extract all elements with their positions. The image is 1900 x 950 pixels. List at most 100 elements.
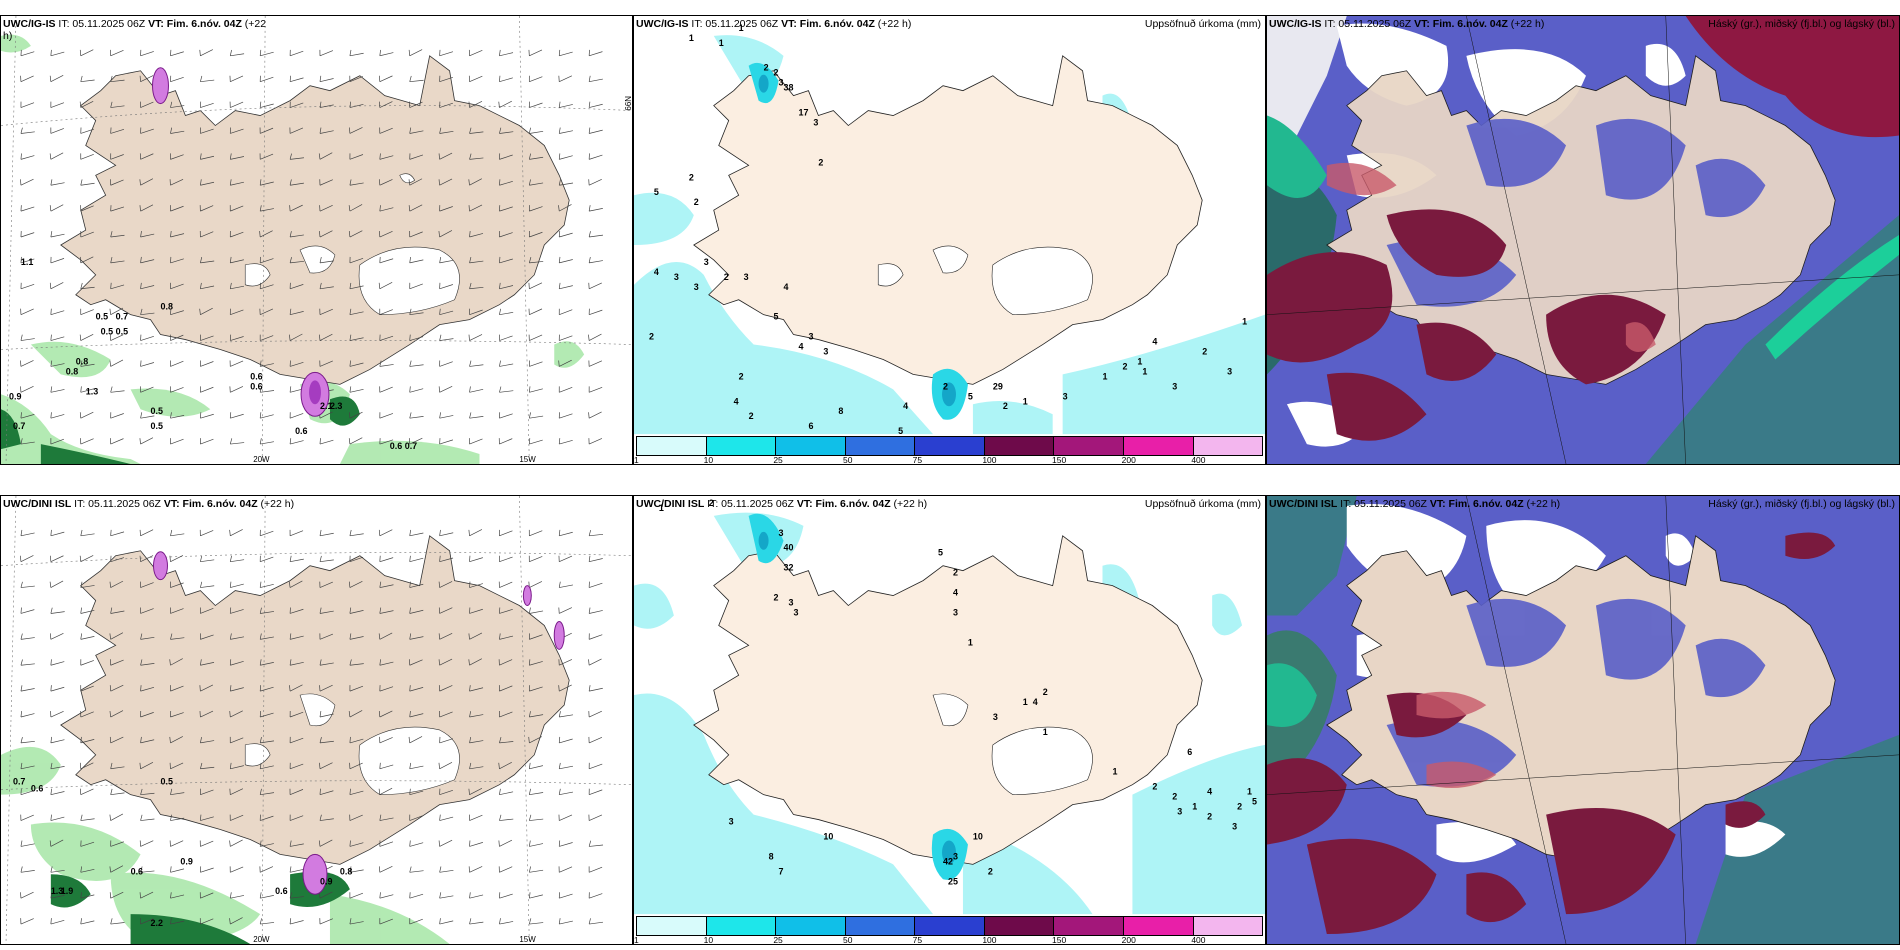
value-label: 10 [823,831,833,841]
wind-barb [588,607,603,614]
model-name: UWC/DINI ISL [1269,498,1338,510]
wind-barb [439,360,453,367]
wind-barb [319,256,334,264]
wind-barb [588,127,603,134]
value-label: 5 [774,312,779,322]
wind-barb [348,230,363,238]
wind-barb [498,866,513,873]
wind-barb [20,633,35,640]
wind-barb [140,101,154,108]
wind-barb [558,788,574,796]
wind-barb [109,359,124,367]
wind-barb [170,581,184,588]
wind-barb [439,866,454,873]
wind-barb [200,866,214,873]
wind-barb [499,127,514,134]
wind-barb [110,762,125,770]
wind-barb [170,918,185,925]
value-label: 0.6 [250,381,262,391]
wind-barb [200,581,215,588]
wind-barb [229,308,244,315]
wind-barb [229,710,243,718]
wind-barb [140,231,155,238]
wind-barb [80,75,95,83]
precip-colorbar [636,916,1263,936]
value-label: 3 [813,118,818,128]
wind-barb [469,231,484,238]
value-label: 0.6 [390,441,402,451]
wind-barb [438,607,453,614]
wind-barb [439,918,454,925]
wind-barb [50,814,65,821]
value-label: 2 [953,568,958,578]
wind-barb [229,581,244,588]
value-label: 0.8 [76,356,88,366]
wind-barb [170,711,184,718]
wind-barb [469,685,484,692]
colorbar-ticks: 1 10 25 50 75 100 150 200 400 [634,455,1263,464]
wind-barb [409,231,423,238]
value-label: 0.6 [295,426,307,436]
wind-barb [259,230,273,238]
wind-barb [319,711,334,718]
wind-barb [50,179,65,186]
wind-barb [379,659,394,666]
wind-barb [319,581,333,588]
value-label: 1 [1023,396,1028,406]
colorbar-tick: 75 [912,935,923,945]
wind-barb [409,101,423,108]
wind-barb [289,412,304,419]
value-label: 1 [968,637,973,647]
wind-barb [558,438,573,445]
wind-barb [348,581,363,588]
wind-barb [379,607,394,614]
wind-barb [199,49,213,57]
wind-barb [318,152,333,160]
wind-barb [139,204,154,212]
wind-barb [409,814,423,821]
wind-barb [199,307,213,315]
wind-barb [110,607,125,614]
top-precip-panel: 1 1 1 2 2 3 38 17 5 2 2 3 2 4 3 3 3 2 3 4 5 2 4 3 3 2 4 2 6 8 5 4 2 5 29 2 1… [633,15,1266,465]
colorbar-tick: 25 [773,935,783,945]
wind-barb [409,607,424,614]
wind-barb [468,658,482,666]
wind-barb [20,659,35,666]
value-label: 6 [1187,747,1192,757]
value-label: 2 [1202,346,1207,356]
init-time: IT: 05.11.2025 06Z [688,18,782,30]
wind-barb [140,127,154,134]
wind-barb [289,711,304,718]
wind-barb [349,788,364,796]
wind-barb [229,75,244,83]
wind-barb [259,438,274,445]
colorbar-swatch [984,917,1055,935]
wind-barb [140,308,155,316]
wind-barb [439,308,454,316]
wind-barb [289,607,304,614]
value-label: 2 [1003,401,1008,411]
value-label: 3 [1172,381,1177,391]
value-label: 2 [749,411,754,421]
wind-barb [558,659,573,666]
wind-barb [469,360,484,367]
wind-barb [259,334,274,341]
wind-barb [558,814,573,821]
wind-barb [289,684,303,692]
wind-barb [468,632,483,640]
wind-barb [80,788,94,795]
value-label: 2.2 [151,918,163,928]
wind-barb [109,684,124,692]
wind-barb [140,711,154,718]
wind-barb [229,153,245,160]
wind-barb [139,529,154,537]
wind-barb [50,529,65,537]
wind-barb [79,762,94,770]
wind-barb [259,814,274,821]
wind-barb [439,205,453,212]
value-label: 2 [764,63,769,73]
wind-barb [110,179,124,186]
wind-barb [259,49,274,57]
value-label: 1 [1242,317,1247,327]
value-label: 8 [838,406,843,416]
